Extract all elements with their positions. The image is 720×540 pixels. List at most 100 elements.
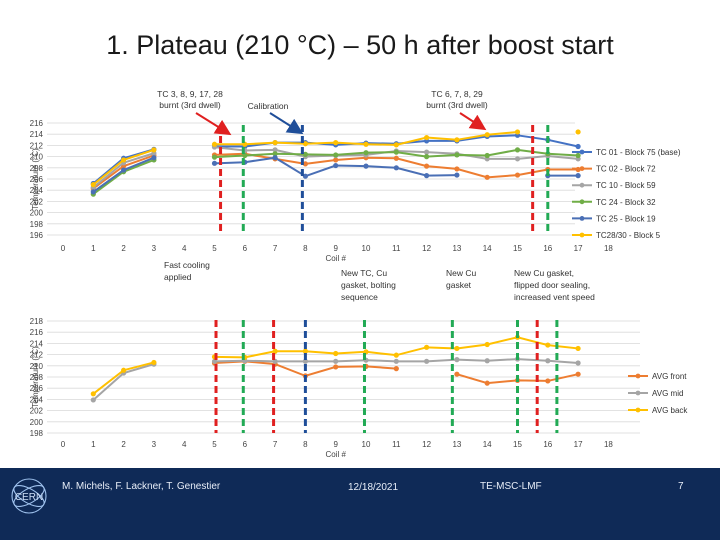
y-tick-label: 206	[30, 384, 44, 393]
data-point	[393, 352, 399, 358]
footer-page-number: 7	[678, 481, 684, 492]
x-tick-label: 11	[392, 244, 401, 253]
y-tick-label: 216	[30, 328, 44, 337]
data-point	[211, 160, 218, 166]
x-tick-label: 17	[574, 440, 583, 449]
x-axis-label: Coil #	[325, 450, 346, 459]
x-tick-label: 2	[121, 244, 126, 253]
data-point	[272, 140, 278, 146]
y-tick-label: 202	[30, 407, 44, 416]
data-point	[545, 342, 551, 348]
y-tick-label: 198	[30, 220, 44, 229]
data-point	[424, 344, 430, 350]
data-point	[575, 129, 581, 135]
data-point	[484, 174, 490, 180]
page-title: 1. Plateau (210 °C) – 50 h after boost s…	[106, 30, 614, 60]
x-tick-label: 13	[452, 244, 461, 253]
y-axis-label: Temperature (°C)	[31, 346, 40, 408]
data-point	[454, 166, 460, 172]
x-tick-label: 5	[212, 244, 217, 253]
x-tick-label: 2	[121, 440, 126, 449]
data-point	[121, 157, 127, 163]
y-tick-label: 206	[30, 175, 44, 184]
y-tick-label: 218	[30, 317, 44, 326]
data-point	[333, 152, 339, 158]
data-point	[454, 172, 460, 178]
data-point	[333, 358, 339, 364]
annotation-tc-burnt-1: burnt (3rd dwell)	[159, 100, 221, 110]
data-point	[90, 391, 96, 397]
data-point	[393, 358, 399, 364]
data-point	[484, 380, 490, 386]
x-tick-label: 8	[303, 440, 308, 449]
data-point	[514, 172, 521, 178]
x-tick-label: 16	[543, 440, 552, 449]
x-tick-label: 10	[362, 440, 371, 449]
x-tick-label: 13	[452, 440, 461, 449]
data-point	[90, 189, 96, 195]
data-point	[393, 155, 399, 161]
legend-label: TC 01 - Block 75 (base)	[596, 148, 681, 157]
data-point	[272, 348, 278, 354]
data-point	[211, 358, 218, 364]
x-tick-label: 3	[152, 244, 157, 253]
legend-label: AVG back	[652, 406, 688, 415]
data-point	[272, 147, 278, 153]
legend-marker	[579, 232, 585, 238]
data-point	[211, 141, 218, 147]
legend-label: TC 25 - Block 19	[596, 214, 656, 223]
data-point	[424, 149, 430, 155]
data-point	[454, 137, 460, 143]
svg-text:CERN: CERN	[15, 492, 43, 503]
x-tick-label: 18	[604, 244, 613, 253]
data-point	[424, 358, 430, 364]
data-point	[575, 345, 581, 352]
data-point	[393, 165, 399, 171]
data-point	[545, 358, 551, 364]
annotation-new-tc-gasket: gasket, bolting	[341, 280, 396, 290]
x-tick-label: 8	[303, 244, 308, 253]
x-tick-label: 7	[273, 440, 278, 449]
data-point	[333, 140, 339, 146]
y-tick-label: 196	[30, 231, 44, 240]
y-tick-label: 212	[30, 141, 44, 150]
x-tick-label: 9	[333, 244, 338, 253]
data-point	[514, 147, 521, 153]
x-tick-label: 14	[483, 244, 492, 253]
legend-label: AVG front	[652, 372, 687, 381]
legend-marker	[579, 182, 585, 188]
data-point	[575, 152, 581, 159]
y-tick-label: 208	[30, 164, 44, 173]
annotation-tc-burnt-2: burnt (3rd dwell)	[426, 100, 488, 110]
annotation-new-cu-gasket-flipped: New Cu gasket,	[514, 268, 574, 278]
y-axis-label: Temperature (°C)	[31, 148, 40, 210]
data-point	[393, 149, 399, 155]
x-tick-label: 1	[91, 440, 96, 449]
annotation-new-cu-gasket-flipped: increased vent speed	[514, 292, 595, 302]
data-point	[454, 357, 460, 363]
legend-marker	[579, 149, 585, 155]
data-point	[302, 358, 308, 364]
y-tick-label: 210	[30, 362, 44, 371]
data-point	[333, 162, 339, 169]
y-tick-label: 214	[30, 339, 44, 348]
x-tick-label: 12	[422, 244, 431, 253]
annotation-new-cu-gasket-flipped: flipped door sealing,	[514, 280, 590, 290]
x-tick-label: 1	[91, 244, 96, 253]
legend-marker	[635, 407, 641, 413]
arrow-tc-burnt-1	[195, 112, 232, 136]
data-point	[454, 371, 460, 377]
data-point	[90, 397, 96, 403]
legend-label: TC 10 - Block 59	[596, 181, 656, 190]
legend-label: AVG mid	[652, 389, 683, 398]
x-tick-label: 16	[543, 244, 552, 253]
data-point	[393, 366, 399, 372]
data-point	[272, 151, 278, 157]
annotation-fast-cooling: Fast cooling	[164, 260, 210, 270]
y-tick-label: 200	[30, 418, 44, 427]
y-tick-label: 204	[30, 395, 44, 404]
y-tick-label: 212	[30, 351, 44, 360]
x-tick-label: 3	[152, 440, 157, 449]
y-tick-label: 216	[30, 119, 44, 128]
data-point	[302, 141, 308, 147]
